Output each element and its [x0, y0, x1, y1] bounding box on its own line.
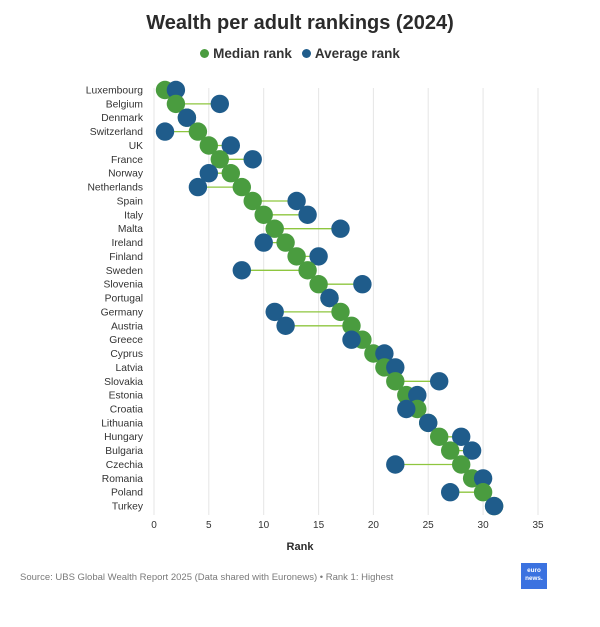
svg-text:Slovakia: Slovakia — [104, 377, 143, 388]
svg-text:Romania: Romania — [102, 474, 143, 485]
svg-text:Netherlands: Netherlands — [87, 183, 143, 194]
svg-text:France: France — [111, 155, 143, 166]
svg-text:35: 35 — [532, 520, 544, 531]
svg-text:Sweden: Sweden — [106, 266, 143, 277]
svg-text:Lithuania: Lithuania — [101, 418, 143, 429]
svg-text:Latvia: Latvia — [116, 363, 144, 374]
svg-text:Hungary: Hungary — [104, 432, 144, 443]
svg-text:Luxembourg: Luxembourg — [86, 86, 144, 97]
svg-text:Denmark: Denmark — [101, 113, 144, 124]
svg-text:Cyprus: Cyprus — [110, 349, 143, 360]
svg-text:Norway: Norway — [108, 169, 144, 180]
svg-text:Finland: Finland — [109, 252, 143, 263]
svg-text:25: 25 — [423, 520, 435, 531]
svg-text:Turkey: Turkey — [112, 502, 144, 513]
svg-text:Belgium: Belgium — [106, 99, 143, 110]
svg-text:Slovenia: Slovenia — [104, 280, 144, 291]
svg-text:Estonia: Estonia — [109, 391, 144, 402]
svg-text:Germany: Germany — [101, 307, 144, 318]
svg-text:15: 15 — [313, 520, 325, 531]
svg-text:Greece: Greece — [109, 335, 143, 346]
svg-text:20: 20 — [368, 520, 380, 531]
svg-text:Italy: Italy — [124, 210, 144, 221]
svg-text:30: 30 — [478, 520, 490, 531]
svg-text:Portugal: Portugal — [105, 294, 143, 305]
svg-text:Austria: Austria — [111, 321, 143, 332]
svg-text:Croatia: Croatia — [110, 405, 143, 416]
svg-text:10: 10 — [258, 520, 270, 531]
svg-text:Ireland: Ireland — [112, 238, 144, 249]
svg-text:Switzerland: Switzerland — [90, 127, 143, 138]
svg-text:5: 5 — [206, 520, 212, 531]
svg-text:Czechia: Czechia — [106, 460, 143, 471]
svg-text:UK: UK — [129, 141, 143, 152]
svg-text:Bulgaria: Bulgaria — [105, 446, 143, 457]
svg-text:Poland: Poland — [111, 488, 143, 499]
svg-text:0: 0 — [151, 520, 157, 531]
svg-text:Spain: Spain — [117, 197, 144, 208]
svg-text:Malta: Malta — [118, 224, 143, 235]
